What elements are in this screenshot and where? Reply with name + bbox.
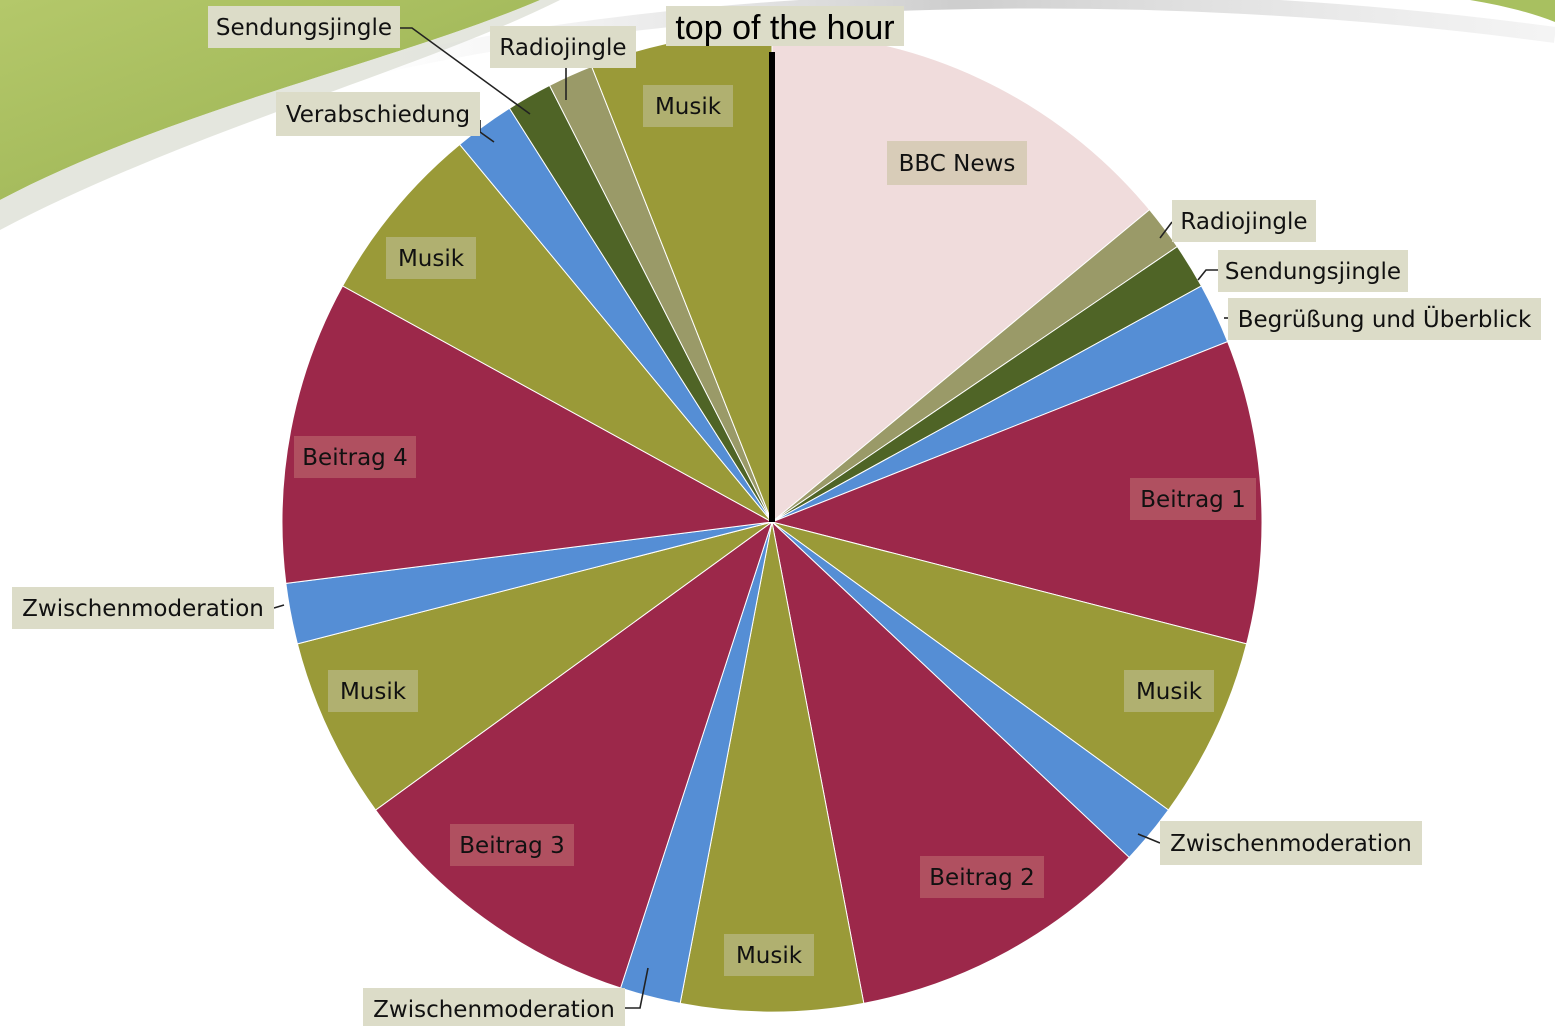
slice-label-text: Zwischenmoderation [373,997,615,1023]
slice-label: Musik [1124,670,1214,712]
slice-label-text: Radiojingle [1180,209,1307,235]
leader-line [1197,269,1218,281]
slice-label-background [208,6,400,48]
slice-label-background [920,856,1044,898]
slice-label: Sendungsjingle [208,6,400,48]
slice-label-text: Beitrag 3 [459,833,564,859]
slice-label-background [363,988,625,1026]
slice-label: Beitrag 1 [1130,478,1256,520]
slice-label-background [1218,250,1408,292]
slice-label-text: Begrüßung und Überblick [1238,305,1532,333]
slice-label-text: Musik [736,943,803,969]
slice-label: Musik [328,670,418,712]
slice-label-text: Zwischenmoderation [22,596,264,622]
pie-slice [281,285,774,584]
slice-label-text: Beitrag 4 [302,445,407,471]
slice-label-text: Sendungsjingle [216,15,392,41]
slice-label-background [386,237,476,279]
pie-slice [296,521,773,811]
slice-label: Verabschiedung [276,92,480,136]
slice-label-background [490,26,636,68]
slice-label-text: Musik [655,94,722,120]
chart-title: top of the hour [675,9,894,47]
slice-label-background [887,141,1027,185]
slice-label-background [1124,670,1214,712]
slice-label-background [724,934,814,976]
slice-label-background [1228,298,1541,340]
slice-label-background [12,587,274,629]
slice-label-text: Sendungsjingle [1225,259,1401,285]
slice-label-background [328,670,418,712]
slice-label-text: Radiojingle [499,35,626,61]
slice-label-text: Beitrag 1 [1140,487,1245,513]
slice-label: Musik [386,237,476,279]
pie-slice [374,520,773,989]
slice-label: Musik [643,85,733,127]
chart-title-background [666,6,904,46]
slice-label-text: Beitrag 2 [929,865,1034,891]
pie-slice [771,521,1248,811]
slice-label: Zwischenmoderation [363,988,625,1026]
slice-label: Radiojingle [1172,200,1316,242]
leader-line [1159,221,1173,239]
background-swoosh-right [1470,0,1555,22]
pie-slice [770,340,1263,645]
slice-label: Zwischenmoderation [12,587,274,629]
slice-label-background [643,85,733,127]
background-swoosh [0,0,540,200]
slice-label-text: Musik [398,246,465,272]
slice-labels: BBC News Radiojingle Sendungsjingle Begrüßu… [12,6,1541,1026]
slice-label: Begrüßung und Überblick [1228,298,1541,340]
slice-label-background [1172,200,1316,242]
slice-label: Musik [724,934,814,976]
leader-line [273,604,285,609]
slice-label-background [1130,478,1256,520]
leader-line [625,967,649,1009]
leader-line [400,27,531,115]
leader-lines [273,27,1228,1009]
slice-label: Beitrag 4 [294,436,416,478]
slice-label: Radiojingle [490,26,636,68]
slice-label: BBC News [887,141,1027,185]
slice-label-text: Musik [340,679,407,705]
slice-label: Beitrag 3 [450,824,574,866]
leader-line [1137,833,1161,844]
slice-label-background [276,92,480,136]
slice-label: Sendungsjingle [1218,250,1408,292]
slice-label-text: BBC News [899,151,1016,177]
pie-slice [679,521,865,1013]
slice-label-text: Zwischenmoderation [1170,831,1412,857]
slice-label: Zwischenmoderation [1160,821,1422,865]
slice-label-text: Musik [1136,679,1203,705]
slice-label-background [450,824,574,866]
slice-label: Beitrag 2 [920,856,1044,898]
chart-title-group: top of the hour [666,6,904,47]
slice-label-text: Verabschiedung [286,102,470,128]
slice-label-background [294,436,416,478]
slice-label-background [1160,821,1422,865]
